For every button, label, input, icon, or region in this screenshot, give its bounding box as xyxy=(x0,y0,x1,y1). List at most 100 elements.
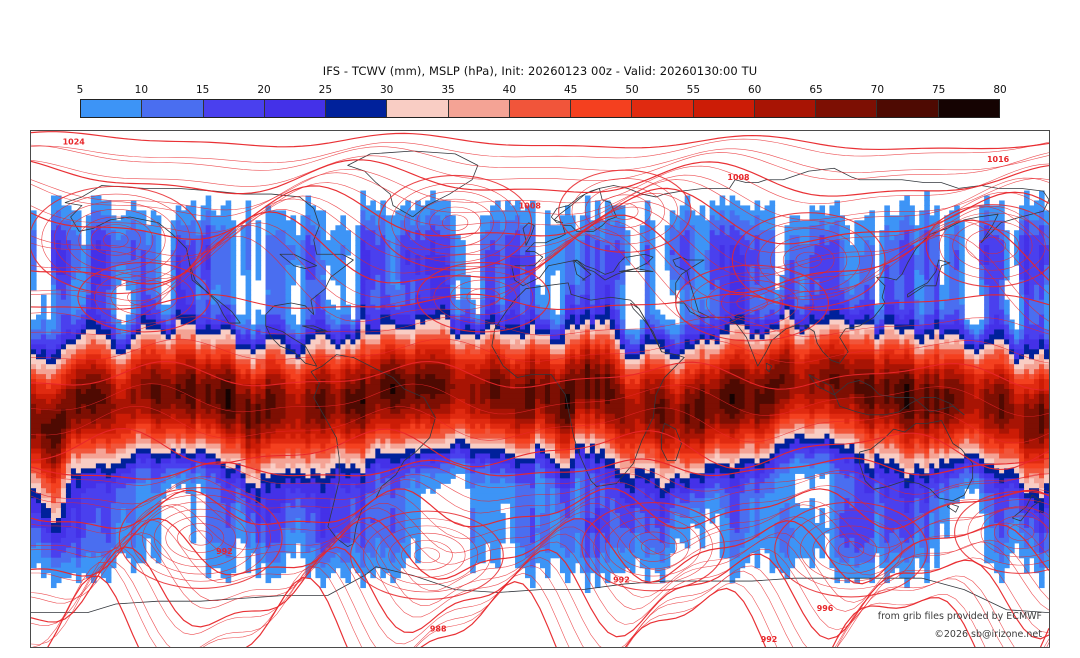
mslp-pressure-centre-ring xyxy=(429,206,481,239)
mslp-pressure-centre-ring xyxy=(391,182,520,263)
mslp-pressure-centre-ring xyxy=(736,295,768,311)
mslp-contour-label: 992 xyxy=(216,547,233,556)
mslp-pressure-centre-ring xyxy=(774,501,928,598)
mslp-isobar xyxy=(31,163,1049,211)
colorbar: 5 10 15 20 25 30 35 40 45 50 55 60 65 70 75 80 xyxy=(76,84,1007,118)
mslp-pressure-centre-ring xyxy=(939,212,1046,279)
mslp-pressure-centre-ring xyxy=(705,280,799,327)
mslp-pressure-centre-ring xyxy=(952,220,1033,271)
mslp-pressure-centre-ring xyxy=(94,270,194,324)
mslp-pressure-centre-ring xyxy=(675,264,829,342)
colorbar-tick-20: 20 xyxy=(257,84,271,96)
colorbar-band-60-65 xyxy=(754,100,817,117)
colorbar-tick-80: 80 xyxy=(993,84,1007,96)
mslp-pressure-centre-ring xyxy=(925,204,1049,288)
mslp-pressure-centre-ring xyxy=(66,208,166,271)
mslp-contour-label: 992 xyxy=(761,635,778,644)
mslp-pressure-centre-ring xyxy=(110,279,178,315)
colorbar-tick-10: 10 xyxy=(134,84,149,96)
mslp-isobar xyxy=(31,383,1049,417)
mslp-pressure-centre-ring xyxy=(375,525,479,585)
colorbar-band-65-70 xyxy=(816,100,878,117)
mslp-pressure-centre-ring xyxy=(127,288,161,307)
colorbar-band-10-15 xyxy=(142,100,204,117)
credit-copyright-text: ©2026 sb@irizone.net xyxy=(934,629,1042,640)
mslp-isobar xyxy=(47,575,1049,647)
mslp-isobar xyxy=(31,220,1049,303)
colorbar-tick-60: 60 xyxy=(747,84,762,96)
colorbar-swatches xyxy=(80,99,1000,118)
coastline-path xyxy=(347,150,479,218)
mslp-contour-label: 992 xyxy=(613,576,630,585)
mslp-contour-label: 1024 xyxy=(63,137,86,146)
colorbar-tick-5: 5 xyxy=(76,84,84,96)
mslp-pressure-centre-ring xyxy=(103,232,129,248)
mslp-pressure-centre-ring xyxy=(581,502,725,592)
coastline-path xyxy=(859,420,974,502)
mslp-pressure-centre-ring xyxy=(416,198,494,247)
coastline-path xyxy=(661,423,682,462)
mslp-isobar xyxy=(31,533,1049,634)
mslp-pressure-centre-ring xyxy=(177,523,225,553)
colorbar-tick-50: 50 xyxy=(625,84,639,96)
colorbar-tick-30: 30 xyxy=(379,84,394,96)
mslp-isobar xyxy=(31,487,1049,530)
coastline-path xyxy=(619,268,654,272)
mslp-pressure-centre-ring xyxy=(598,194,652,229)
mslp-pressure-centre-ring xyxy=(31,185,203,295)
mslp-pressure-centre-ring xyxy=(449,279,517,315)
credit-source-text: from grib files provided by ECMWF xyxy=(877,611,1042,622)
colorbar-band-35-40 xyxy=(448,100,510,117)
colorbar-tick-70: 70 xyxy=(870,84,885,96)
mslp-pressure-centre-ring xyxy=(362,518,491,593)
mslp-isobar xyxy=(31,477,1049,522)
map-panel[interactable]: 1024 1008 1016 1008 992 992 988 992 996 xyxy=(30,130,1050,648)
mslp-pressure-centre-ring xyxy=(416,262,551,333)
colorbar-band-5-10 xyxy=(81,100,143,117)
mslp-isobar xyxy=(31,561,1049,647)
mslp-pressure-centre-ring xyxy=(165,516,236,560)
mslp-pressure-centre-ring xyxy=(388,532,466,578)
mslp-isobar xyxy=(31,338,1049,364)
colorbar-band-70-75 xyxy=(877,100,939,117)
mslp-pressure-centre-ring xyxy=(571,178,679,245)
mslp-contour-label: 1008 xyxy=(519,201,542,210)
mslp-pressure-centre-ring xyxy=(1007,523,1035,541)
mslp-isobar xyxy=(31,185,1049,245)
coastline-path xyxy=(672,199,1049,367)
mslp-pressure-centre-ring xyxy=(967,499,1049,566)
colorbar-band-55-60 xyxy=(693,100,755,117)
mslp-isobar xyxy=(31,547,1015,647)
mslp-isobar xyxy=(31,152,1049,187)
mslp-pressure-centre-ring xyxy=(442,214,469,231)
mslp-contour-label: 1016 xyxy=(987,155,1010,164)
mslp-pressure-centre-ring xyxy=(413,547,440,563)
mslp-pressure-centre-ring xyxy=(41,193,191,287)
mslp-isobar xyxy=(31,546,1049,640)
mslp-isobar xyxy=(31,316,1049,337)
coastline-path xyxy=(511,253,654,287)
colorbar-tick-75: 75 xyxy=(931,84,946,96)
mslp-pressure-centre-ring xyxy=(782,243,835,277)
colorbar-band-50-55 xyxy=(632,100,694,117)
mslp-isobar xyxy=(31,405,1049,444)
mslp-isobar xyxy=(31,206,1049,280)
mslp-isobar xyxy=(31,234,1049,332)
mslp-pressure-centre-ring xyxy=(965,228,1020,263)
mslp-isobar xyxy=(31,138,1049,163)
colorbar-band-15-20 xyxy=(203,100,265,117)
mslp-pressure-centre-ring xyxy=(954,490,1049,574)
map-canvas: 1024 1008 1016 1008 992 992 988 992 996 xyxy=(31,131,1049,647)
mslp-pressure-centre-ring xyxy=(350,510,504,600)
mslp-contour-label: 1008 xyxy=(727,173,750,182)
colorbar-band-75-80 xyxy=(938,100,999,117)
mslp-pressure-centre-ring xyxy=(153,508,248,568)
mslp-isobar xyxy=(31,172,1049,221)
coastline-path xyxy=(550,187,600,224)
mslp-isobar xyxy=(31,177,1049,234)
mslp-pressure-centre-ring xyxy=(433,270,534,324)
coastline-path xyxy=(630,302,662,353)
mslp-pressure-centre-ring xyxy=(605,517,701,577)
mslp-isobar xyxy=(31,224,1049,322)
colorbar-tick-55: 55 xyxy=(686,84,701,96)
